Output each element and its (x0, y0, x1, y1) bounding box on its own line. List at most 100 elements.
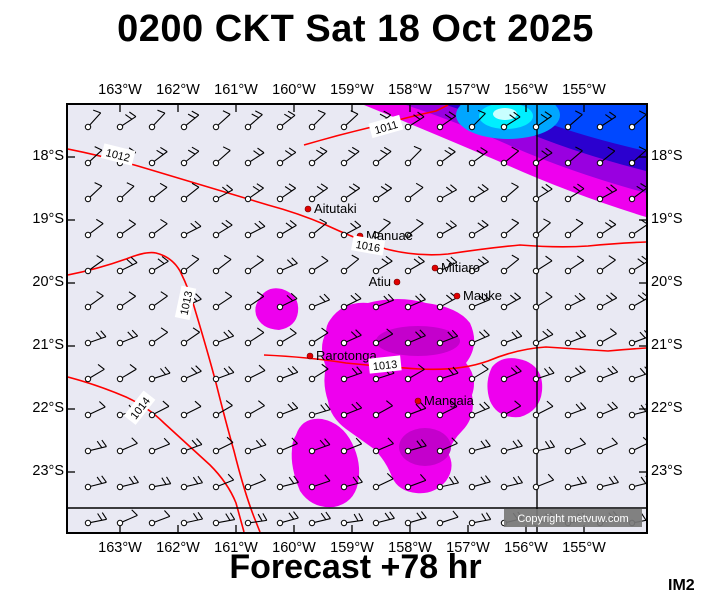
wind-barb (628, 110, 646, 131)
wind-barb (84, 146, 103, 167)
lat-label-right: 18°S (651, 148, 683, 164)
wind-barb (212, 436, 234, 455)
wind-barb (276, 147, 297, 167)
wind-barb (244, 473, 267, 491)
place-label: Atiu (369, 274, 391, 289)
wind-barb (116, 329, 139, 347)
isobar-label: 1014 (123, 390, 156, 425)
wind-barb (596, 146, 616, 167)
wind-barb (468, 184, 489, 203)
wind-barb (564, 110, 583, 131)
wind-barb (276, 257, 298, 275)
wind-barb (212, 291, 233, 311)
wind-barb (500, 365, 522, 383)
rain-blob-west (255, 288, 299, 330)
wind-barb (340, 110, 359, 131)
wind-barb (340, 183, 360, 203)
wind-barb (276, 366, 299, 383)
wind-barb (404, 474, 427, 491)
wind-barb (244, 364, 266, 383)
wind-barb (500, 475, 523, 491)
wind-barb (148, 327, 169, 347)
wind-barb (116, 219, 136, 239)
wind-barb (276, 475, 299, 491)
wind-barb (404, 218, 424, 239)
wind-barb (372, 400, 393, 419)
lon-label-bottom: 158°W (388, 540, 432, 556)
isobar-label: 1016 (351, 235, 386, 256)
wind-barb (148, 109, 166, 131)
wind-barb (436, 510, 459, 527)
page-title: 0200 CKT Sat 18 Oct 2025 (117, 8, 594, 50)
wind-barb (564, 292, 586, 311)
wind-barb (468, 256, 489, 275)
wind-barb (596, 184, 618, 203)
lon-label-bottom: 161°W (214, 540, 258, 556)
wind-barb (84, 401, 106, 419)
wind-barb (436, 475, 460, 491)
wind-barb (372, 511, 395, 527)
wind-barb (276, 220, 297, 239)
lat-label-left: 21°S (32, 337, 64, 353)
wind-barb (500, 218, 520, 239)
lon-label-top: 162°W (156, 82, 200, 98)
wind-barb (468, 512, 492, 527)
wind-barb (212, 219, 233, 239)
wind-barb (84, 255, 104, 275)
wind-barb (532, 183, 553, 203)
isobar-line (263, 346, 646, 371)
wind-barb (564, 437, 586, 455)
rain-corner-core (493, 108, 517, 120)
wind-barb (308, 363, 329, 383)
wind-barb (436, 329, 459, 347)
wind-barb (468, 293, 490, 311)
wind-barb (404, 402, 427, 419)
wind-barb (340, 254, 360, 275)
wind-barb (436, 220, 457, 239)
wind-barb (148, 476, 172, 491)
wind-barb (436, 400, 458, 419)
wind-barb (244, 327, 265, 347)
wind-barb (116, 182, 135, 203)
wind-barb (596, 401, 618, 419)
isobar-line (68, 376, 245, 532)
wind-barb (244, 110, 263, 131)
wind-barb (148, 366, 171, 383)
isobar-line (68, 251, 261, 532)
lon-label-top: 157°W (446, 82, 490, 98)
wind-barb (148, 400, 170, 419)
rain-heavy-south (399, 428, 451, 466)
wind-barb (468, 439, 491, 455)
wind-barb (308, 146, 328, 167)
wind-barb (628, 292, 646, 311)
wind-barb (276, 437, 298, 455)
wind-barb (116, 475, 139, 491)
wind-barb (628, 255, 646, 275)
wind-barb (276, 183, 296, 203)
wind-barb (404, 439, 427, 455)
wind-barb (84, 475, 107, 491)
wind-barb (628, 436, 646, 455)
wind-barb (180, 220, 202, 239)
wind-barb (500, 146, 520, 167)
wind-barb (340, 437, 363, 455)
wind-barb (628, 146, 646, 167)
wind-barb (628, 330, 646, 347)
wind-barb (596, 255, 616, 275)
wind-barb (372, 366, 395, 383)
wind-barb (180, 400, 202, 419)
wind-barb (468, 363, 489, 383)
wind-barb (468, 475, 491, 491)
wind-barb (212, 146, 231, 167)
lon-label-bottom: 157°W (446, 540, 490, 556)
wind-barb (116, 509, 138, 527)
wind-barb (180, 512, 204, 527)
wind-barb (564, 402, 587, 419)
wind-barb (500, 439, 523, 455)
wind-barb (500, 182, 519, 203)
wind-barb (436, 366, 459, 383)
place-marker-aitutaki: Aitutaki (304, 201, 357, 216)
copyright-badge: Copyright metvuw.com (504, 509, 642, 527)
wind-barb (532, 291, 553, 311)
wind-barb (596, 111, 617, 131)
